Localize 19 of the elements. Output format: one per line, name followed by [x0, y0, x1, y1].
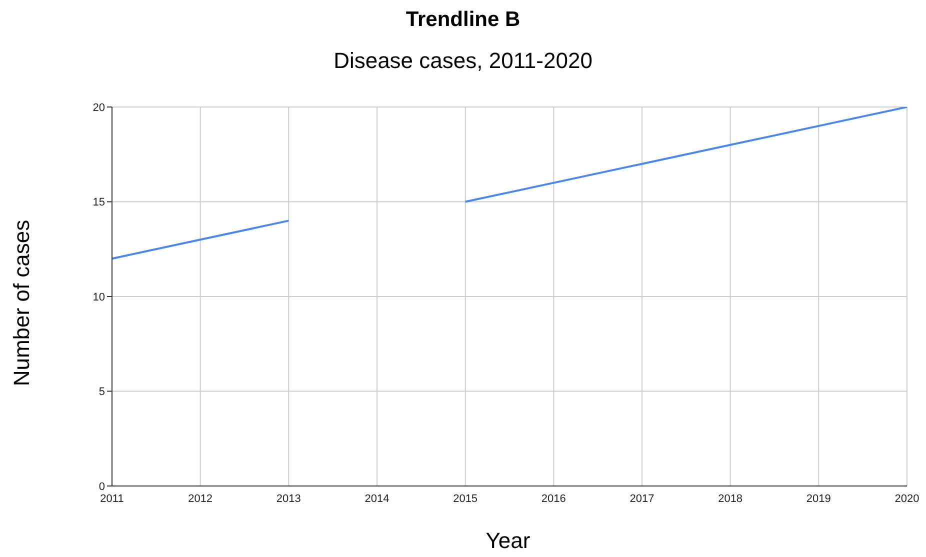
- x-tick-label: 2012: [188, 492, 213, 505]
- x-tick-label: 2020: [894, 492, 920, 505]
- y-tick-label: 0: [98, 480, 105, 493]
- x-tick-label: 2013: [276, 492, 301, 505]
- x-tick-label: 2011: [100, 492, 124, 505]
- y-tick-label: 10: [92, 291, 105, 304]
- x-tick-label: 2015: [453, 492, 478, 505]
- y-tick-label: 20: [92, 102, 105, 114]
- chart-title: Trendline B: [404, 8, 522, 32]
- y-tick-label: 15: [92, 196, 105, 209]
- x-axis-title: Year: [484, 528, 532, 554]
- chart-subtitle: Disease cases, 2011-2020: [332, 48, 594, 74]
- y-tick-label: 5: [98, 386, 105, 398]
- x-tick-label: 2019: [806, 492, 831, 505]
- x-tick-label: 2018: [718, 492, 743, 505]
- y-axis-title: Number of cases: [9, 220, 35, 386]
- x-tick-label: 2014: [364, 492, 390, 505]
- x-tick-label: 2016: [541, 492, 566, 505]
- x-tick-label: 2017: [630, 492, 654, 505]
